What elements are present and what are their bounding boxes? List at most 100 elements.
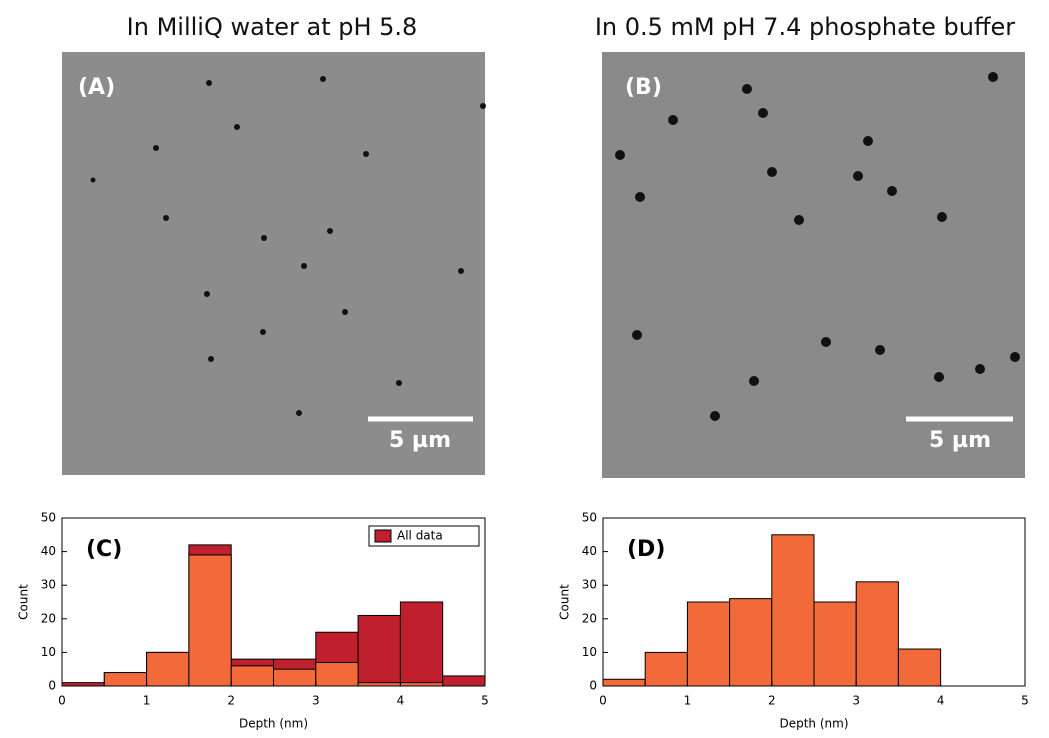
legend-box [368,525,480,547]
pit [480,103,486,109]
legend-label: All data [397,529,443,543]
x-tick-label: 3 [312,694,320,708]
bar [644,651,688,687]
x-tick-label: 5 [1021,694,1029,708]
bar [357,614,401,687]
pit [90,177,96,183]
x-tick-label: 3 [852,694,860,708]
bar [855,581,899,687]
pit [794,215,804,225]
pit [875,345,885,355]
y-tick-label: 20 [41,611,56,625]
x-tick-label: 2 [768,694,776,708]
bar [442,675,486,687]
y-axis-label: Count [17,584,31,620]
panel-label: (C) [86,537,122,562]
image-background [62,52,485,475]
pit [206,80,212,86]
pit [208,356,214,362]
bar [813,601,857,687]
pit [301,263,307,269]
pit [668,115,678,125]
pit [261,235,267,241]
bar [399,601,444,687]
x-axis-label: Depth (nm) [779,717,848,731]
y-tick-label: 10 [41,645,56,659]
scale-bar-label: 5 µm [389,428,451,453]
pit [887,186,897,196]
afm-image: 5 µm (B) [602,52,1025,478]
bar [897,648,942,687]
y-tick-label: 0 [48,679,56,693]
x-tick-label: 4 [937,694,945,708]
pit [767,167,777,177]
x-tick-label: 5 [481,694,489,708]
image-title: In MilliQ water at pH 5.8 [127,13,418,41]
y-tick-label: 10 [582,645,597,659]
legend-swatch [374,529,392,543]
y-tick-label: 50 [41,511,56,525]
y-tick-label: 30 [582,578,597,592]
pit [1010,352,1020,362]
pit [153,145,159,151]
pit [234,124,240,130]
pit [363,151,369,157]
bar [230,665,274,687]
image-background [602,52,1025,478]
pit [988,72,998,82]
x-tick-label: 1 [143,694,151,708]
y-tick-label: 20 [582,611,597,625]
pit [163,215,169,221]
y-tick-label: 40 [41,544,56,558]
panel-label: (A) [78,75,115,100]
pit [635,192,645,202]
y-tick-label: 0 [589,679,597,693]
x-tick-label: 2 [227,694,235,708]
x-axis-label: Depth (nm) [239,717,308,731]
plot-frame [61,517,486,687]
pit [204,291,210,297]
pit [934,372,944,382]
pit [863,136,873,146]
pit [758,108,768,118]
scale-bar-label: 5 µm [929,428,991,453]
pit [342,309,348,315]
pit [615,150,625,160]
pit [632,330,642,340]
bar [273,668,317,687]
pit [458,268,464,274]
bar [771,534,815,687]
bar [61,682,105,687]
pit [742,84,752,94]
x-tick-label: 4 [397,694,405,708]
bar [399,682,444,687]
afm-image: 5 µm (A) [62,52,486,475]
pit [260,329,266,335]
bar [357,682,401,687]
pit [853,171,863,181]
x-tick-label: 0 [58,694,66,708]
panel-label: (B) [625,75,662,100]
pit [749,376,759,386]
bar [103,672,148,687]
pit [710,411,720,421]
bar [188,554,232,687]
y-axis-label: Count [558,584,572,620]
image-title: In 0.5 mM pH 7.4 phosphate buffer [595,13,1015,41]
bar [315,661,359,687]
pit [937,212,947,222]
x-tick-label: 1 [684,694,692,708]
pit [320,76,326,82]
bar [146,651,190,687]
panel-label: (D) [627,537,665,562]
pit [396,380,402,386]
x-tick-label: 0 [599,694,607,708]
bar [729,598,773,687]
pit [821,337,831,347]
y-tick-label: 40 [582,544,597,558]
bar [602,678,646,687]
plot-frame [602,517,1026,687]
pit [296,410,302,416]
